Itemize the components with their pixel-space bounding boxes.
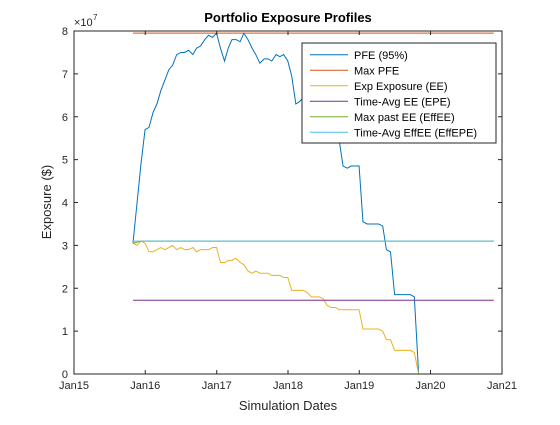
x-axis-label: Simulation Dates	[239, 398, 338, 413]
y-axis-ticks: 0 1 2 3 4 5 6 7 8	[62, 26, 502, 381]
x-tick-label: Jan19	[344, 380, 374, 392]
y-axis-label: Exposure ($)	[39, 165, 54, 239]
y-axis-exponent: ×10 7	[74, 13, 98, 29]
y-tick-label: 3	[62, 240, 68, 252]
x-tick-label: Jan16	[130, 380, 160, 392]
y-tick-label: 7	[62, 69, 68, 81]
legend: PFE (95%) Max PFE Exp Exposure (EE) Time-Av…	[301, 42, 497, 144]
y-exponent-power: 7	[93, 13, 98, 22]
chart-title: Portfolio Exposure Profiles	[204, 10, 372, 25]
legend-box	[301, 42, 497, 144]
y-tick-label: 0	[62, 369, 68, 381]
y-tick-label: 6	[62, 112, 68, 124]
y-tick-label: 1	[62, 326, 68, 338]
series-line-3	[132, 240, 494, 375]
legend-entry: Time-Avg EE (EPE)	[354, 96, 451, 108]
y-tick-label: 2	[62, 283, 68, 295]
legend-entry: Max PFE	[354, 65, 399, 77]
y-tick-label: 4	[62, 198, 68, 210]
x-axis-ticks: Jan15 Jan16 Jan17 Jan18 Jan19 Jan20 Jan21	[59, 31, 517, 392]
legend-entry: Time-Avg EffEE (EffEPE)	[354, 127, 477, 139]
x-tick-label: Jan15	[59, 380, 89, 392]
y-tick-label: 5	[62, 155, 68, 167]
legend-entry: Max past EE (EffEE)	[354, 112, 455, 124]
x-tick-label: Jan21	[487, 380, 517, 392]
x-tick-label: Jan18	[273, 380, 303, 392]
series-group	[132, 32, 494, 375]
y-tick-label: 8	[62, 26, 68, 38]
legend-entry: Exp Exposure (EE)	[354, 81, 448, 93]
y-exponent-base: ×10	[74, 17, 93, 29]
x-tick-label: Jan17	[202, 380, 232, 392]
legend-entry: PFE (95%)	[354, 50, 408, 62]
series-line-1	[132, 32, 494, 375]
x-tick-label: Jan20	[416, 380, 446, 392]
plot-area: Jan15 Jan16 Jan17 Jan18 Jan19 Jan20 Jan21 0 1 2 3 4…	[59, 26, 517, 392]
